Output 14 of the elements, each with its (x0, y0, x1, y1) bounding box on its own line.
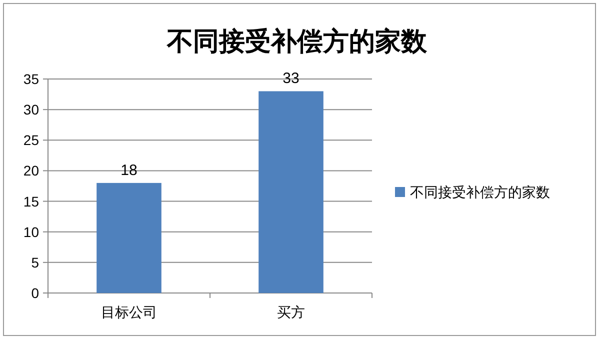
data-label: 18 (120, 162, 138, 179)
y-tick-label: 0 (31, 285, 40, 301)
y-tick-label: 25 (23, 132, 40, 148)
y-tick-label: 20 (23, 162, 40, 179)
y-tick-label: 30 (23, 102, 40, 118)
y-tick-label: 10 (23, 224, 40, 240)
x-tick-label: 买方 (277, 304, 305, 320)
legend-label: 不同接受补偿方的家数 (410, 184, 550, 200)
y-tick-label: 35 (23, 71, 40, 87)
data-label: 33 (282, 70, 300, 88)
x-tick-label: 目标公司 (101, 304, 157, 320)
y-tick-label: 15 (23, 193, 40, 210)
chart-title: 不同接受补偿方的家数 (166, 26, 428, 56)
y-tick-label: 5 (31, 254, 40, 270)
